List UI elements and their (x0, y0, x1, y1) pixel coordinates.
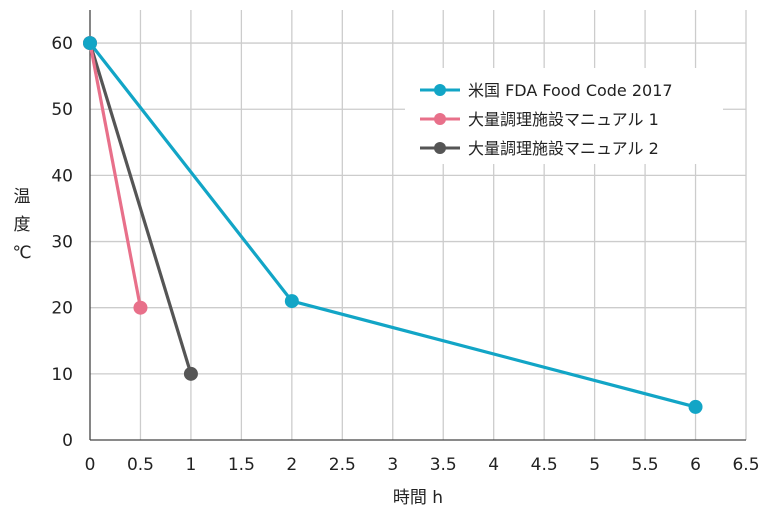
x-tick-labels: 0 0.5 1 1.5 2 2.5 3 3.5 4 4.5 5 5.5 6 6.5 (85, 455, 760, 475)
x-tick-label: 2 (286, 455, 297, 475)
x-tick-label: 2.5 (329, 455, 356, 475)
data-point (688, 399, 703, 414)
y-tick-labels: 0 10 20 30 40 50 60 (51, 34, 73, 451)
data-point (183, 366, 198, 381)
data-point (83, 36, 97, 51)
y-tick-label: 50 (51, 100, 73, 120)
data-point (133, 300, 148, 315)
x-tick-label: 5 (589, 455, 600, 475)
legend-item: 大量調理施設マニュアル 1 (420, 110, 659, 129)
legend-label: 米国 FDA Food Code 2017 (468, 81, 673, 100)
legend-item: 米国 FDA Food Code 2017 (420, 81, 673, 100)
y-tick-label: 0 (62, 431, 73, 451)
y-tick-label: 60 (51, 34, 73, 54)
y-tick-label: 10 (51, 365, 73, 385)
x-tick-label: 1 (186, 455, 197, 475)
legend-swatch-marker (434, 142, 446, 154)
legend-label: 大量調理施設マニュアル 1 (468, 110, 659, 129)
legend-swatch-marker (434, 113, 446, 125)
x-tick-label: 6 (690, 455, 701, 475)
legend-swatch-marker (434, 84, 446, 96)
y-axis-title: 温度℃ (12, 187, 31, 263)
data-point (284, 294, 299, 309)
x-tick-label: 6.5 (732, 455, 759, 475)
x-tick-label: 3 (387, 455, 398, 475)
x-axis-title: 時間 h (393, 488, 443, 508)
y-tick-label: 20 (51, 299, 73, 319)
x-tick-label: 3.5 (430, 455, 457, 475)
series-line (88, 42, 143, 308)
y-tick-label: 30 (51, 233, 73, 253)
x-tick-label: 1.5 (228, 455, 255, 475)
series-line (88, 42, 193, 375)
x-tick-label: 0 (85, 455, 96, 475)
x-tick-label: 4 (488, 455, 499, 475)
x-tick-label: 4.5 (531, 455, 558, 475)
x-tick-label: 0.5 (127, 455, 154, 475)
legend-label: 大量調理施設マニュアル 2 (468, 139, 659, 158)
axes (89, 10, 746, 441)
y-tick-label: 40 (51, 166, 73, 186)
legend-item: 大量調理施設マニュアル 2 (420, 139, 659, 158)
series-group (83, 36, 703, 414)
x-tick-label: 5.5 (632, 455, 659, 475)
legend: 米国 FDA Food Code 2017 大量調理施設マニュアル 1 大量調理施設… (405, 68, 723, 164)
series-1 (83, 36, 703, 414)
